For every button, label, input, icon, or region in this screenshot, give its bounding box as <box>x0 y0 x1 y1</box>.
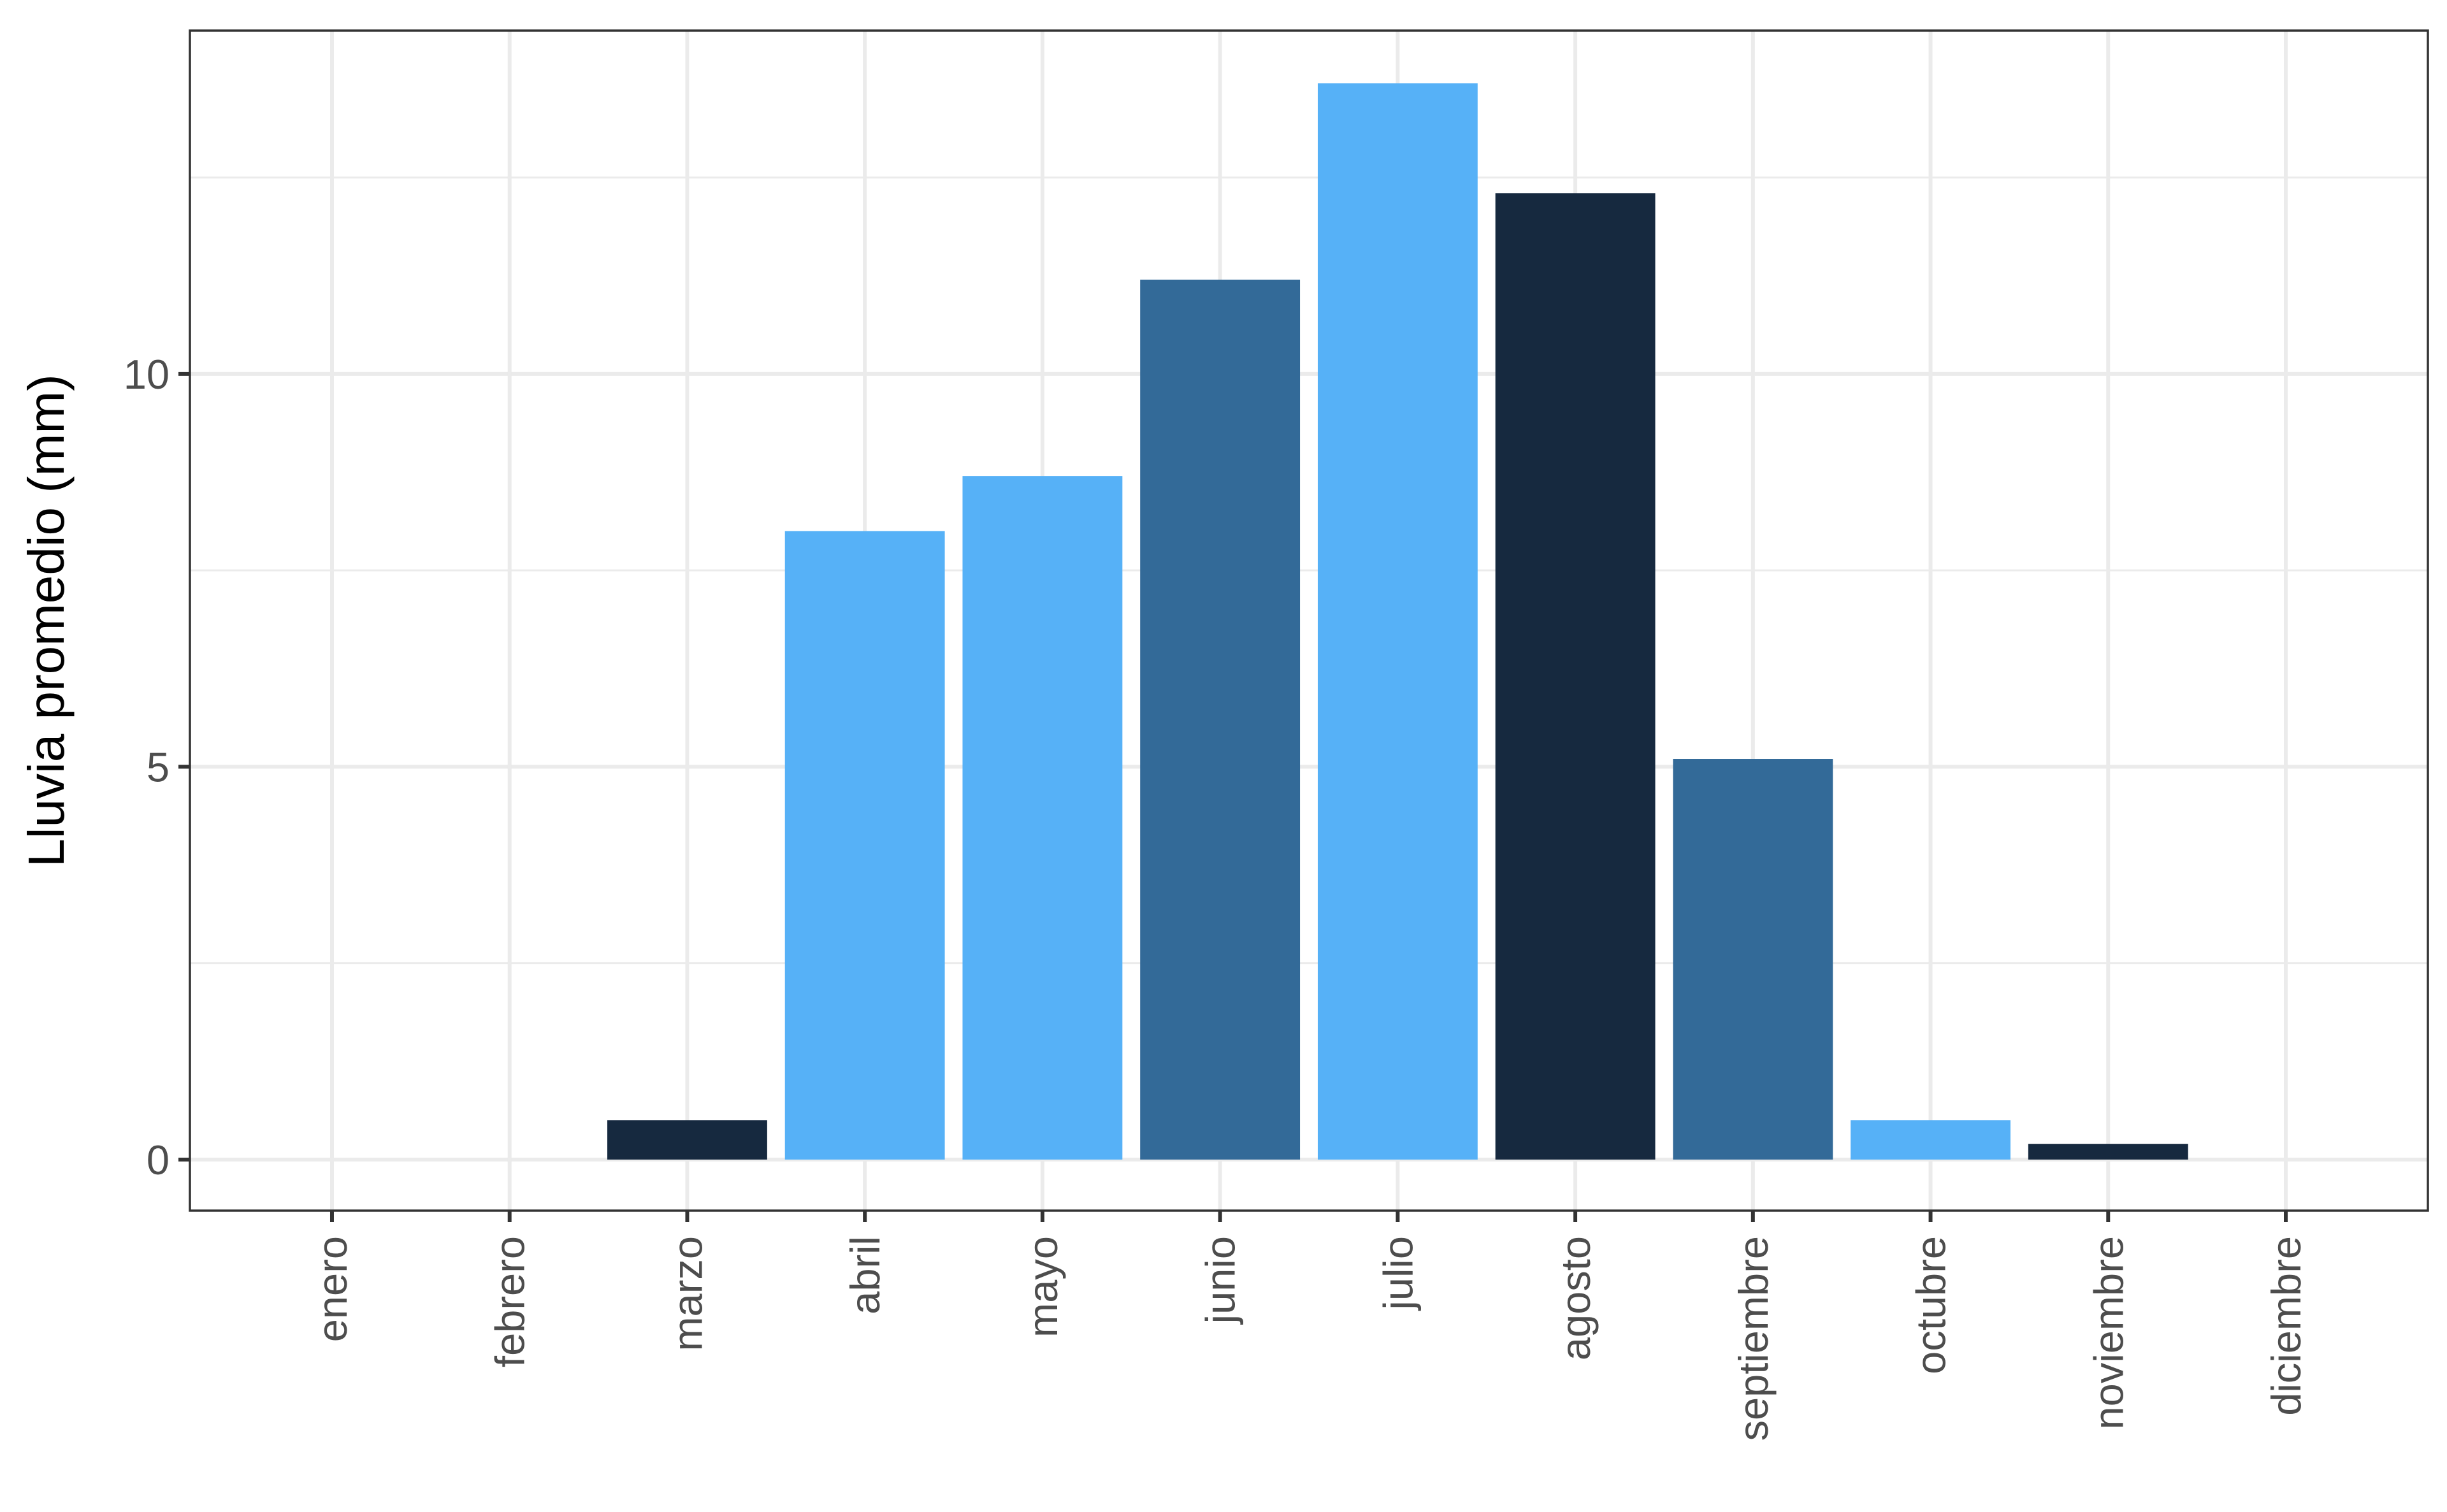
x-tick-label-enero: enero <box>309 1236 356 1342</box>
y-tick-label: 10 <box>124 351 170 398</box>
bar-septiembre <box>1673 759 1833 1160</box>
y-axis-title: Lluvia promedio (mm) <box>18 374 75 867</box>
bar-abril <box>784 531 945 1160</box>
x-tick-label-mayo: mayo <box>1020 1236 1066 1337</box>
x-tick-label-octubre: octubre <box>1908 1236 1954 1374</box>
bar-marzo <box>607 1120 767 1160</box>
x-tick-label-marzo: marzo <box>664 1236 711 1351</box>
x-tick-label-agosto: agosto <box>1552 1236 1599 1360</box>
bars <box>607 83 2188 1160</box>
bar-octubre <box>1851 1120 2010 1160</box>
x-tick-label-abril: abril <box>842 1236 888 1314</box>
bar-noviembre <box>2028 1144 2188 1160</box>
x-tick-label-febrero: febrero <box>487 1236 533 1367</box>
y-tick-label: 0 <box>147 1137 170 1183</box>
bar-julio <box>1317 83 1478 1160</box>
panel-border <box>189 29 2429 1212</box>
bar-junio <box>1140 279 1301 1160</box>
bar-agosto <box>1495 193 1656 1160</box>
x-tick-label-junio: junio <box>1197 1236 1244 1325</box>
y-axis: 0 5 10 <box>124 351 190 1183</box>
bar-mayo <box>962 476 1123 1160</box>
x-axis: enero febrero marzo abril mayo junio julio agos… <box>309 1211 2309 1441</box>
x-tick-label-septiembre: septiembre <box>1730 1236 1777 1441</box>
x-tick-label-diciembre: diciembre <box>2263 1236 2309 1416</box>
x-tick-label-julio: julio <box>1375 1236 1421 1311</box>
y-tick-label: 5 <box>147 744 170 790</box>
x-tick-label-noviembre: noviembre <box>2085 1236 2132 1429</box>
